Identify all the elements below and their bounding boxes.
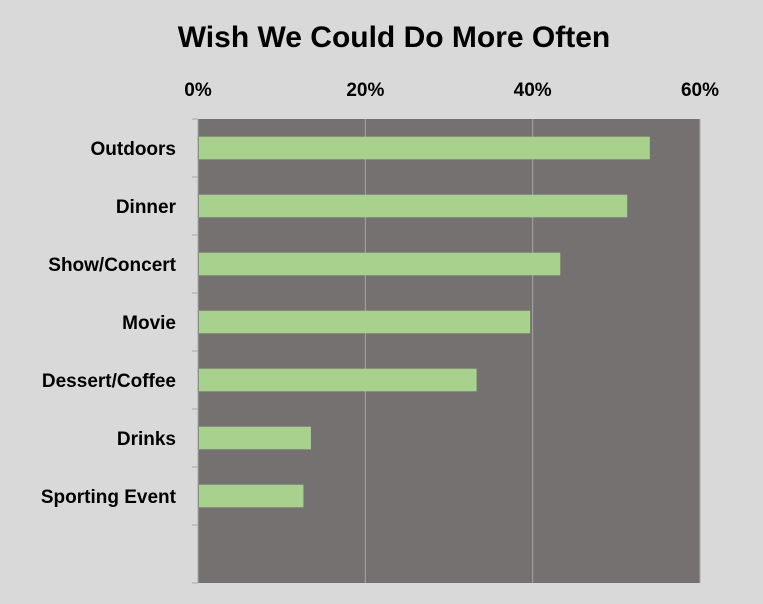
x-tick-label: 40% xyxy=(514,80,552,101)
bar xyxy=(199,194,628,218)
category-label: Dinner xyxy=(116,197,177,218)
category-label: Drinks xyxy=(117,429,176,450)
plot-area xyxy=(198,119,700,583)
category-ticks xyxy=(192,118,198,584)
chart-title: Wish We Could Do More Often xyxy=(178,21,611,54)
bars xyxy=(199,136,650,508)
x-tick-label: 60% xyxy=(681,80,719,101)
x-tick-label: 20% xyxy=(346,80,384,101)
category-label: Outdoors xyxy=(91,139,177,160)
bar xyxy=(199,368,477,392)
category-label: Dessert/Coffee xyxy=(42,371,176,392)
category-label: Movie xyxy=(122,313,176,334)
x-axis-tick-labels: 0% 20% 40% 60% xyxy=(184,80,719,101)
bar xyxy=(199,310,531,334)
bar xyxy=(199,252,561,276)
bar xyxy=(199,426,311,450)
bar xyxy=(199,484,304,508)
x-tick-label: 0% xyxy=(184,80,212,101)
category-label: Show/Concert xyxy=(48,255,176,276)
category-labels: Outdoors Dinner Show/Concert Movie Dessert/C… xyxy=(41,139,177,508)
category-label: Sporting Event xyxy=(41,487,177,508)
bar xyxy=(199,136,650,160)
